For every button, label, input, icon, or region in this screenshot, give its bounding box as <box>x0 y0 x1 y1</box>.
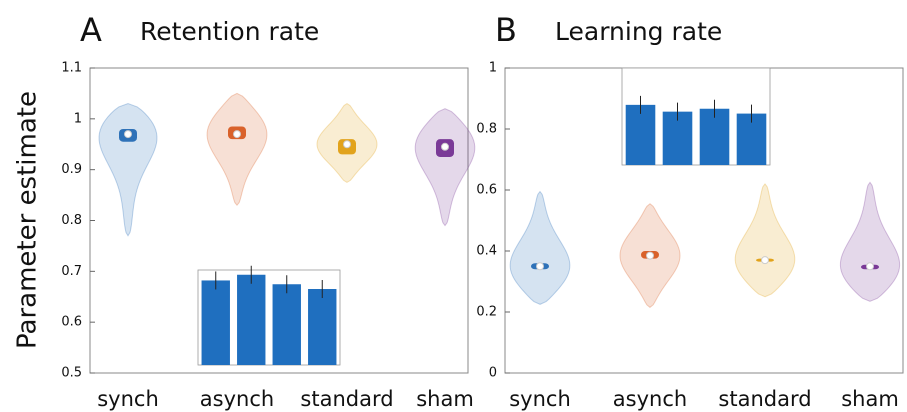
x-tick-label: standard <box>718 387 811 411</box>
violin-median <box>761 256 769 265</box>
y-tick-label: 0.9 <box>61 162 82 177</box>
inset-bar <box>308 289 337 365</box>
x-tick-label: standard <box>300 387 393 411</box>
violin-median <box>233 130 241 139</box>
x-tick-label: asynch <box>613 387 687 411</box>
inset-bar <box>625 104 656 165</box>
panel-letter: B <box>495 11 517 49</box>
inset-bar <box>272 284 301 365</box>
violin-median <box>536 262 544 271</box>
x-tick-label: sham <box>416 387 474 411</box>
inset-bar <box>237 274 266 365</box>
x-tick-label: asynch <box>200 387 274 411</box>
x-tick-label: synch <box>509 387 571 411</box>
violin-body <box>839 181 901 302</box>
chart-title: Retention rate <box>140 17 319 46</box>
violin-body <box>206 92 268 207</box>
x-tick-label: sham <box>841 387 899 411</box>
violin-body <box>98 103 158 237</box>
y-axis-label: Parameter estimate <box>13 91 43 349</box>
inset-bar <box>201 280 230 365</box>
y-tick-label: 0.8 <box>476 122 497 137</box>
y-tick-label: 1.1 <box>61 61 82 76</box>
chart-title: Learning rate <box>555 17 722 46</box>
y-tick-label: 0 <box>489 366 497 381</box>
y-tick-label: 0.5 <box>61 366 82 381</box>
violin-body <box>509 190 571 305</box>
y-tick-label: 1 <box>74 111 82 126</box>
violin-body <box>414 108 476 227</box>
y-tick-label: 0.6 <box>476 183 497 198</box>
violin-median <box>124 130 132 139</box>
violin-median <box>441 142 449 151</box>
y-tick-label: 0.4 <box>476 244 497 259</box>
panel-letter: A <box>80 11 102 49</box>
violin-median <box>866 262 874 271</box>
y-tick-label: 1 <box>489 61 497 76</box>
violin-median <box>646 251 654 260</box>
y-tick-label: 0.6 <box>61 315 82 330</box>
y-tick-label: 0.7 <box>61 264 82 279</box>
inset-bar <box>699 108 730 165</box>
violin-body <box>734 183 796 298</box>
y-tick-label: 0.2 <box>476 305 497 320</box>
violin-median <box>343 140 351 149</box>
y-tick-label: 0.8 <box>61 213 82 228</box>
x-tick-label: synch <box>97 387 159 411</box>
